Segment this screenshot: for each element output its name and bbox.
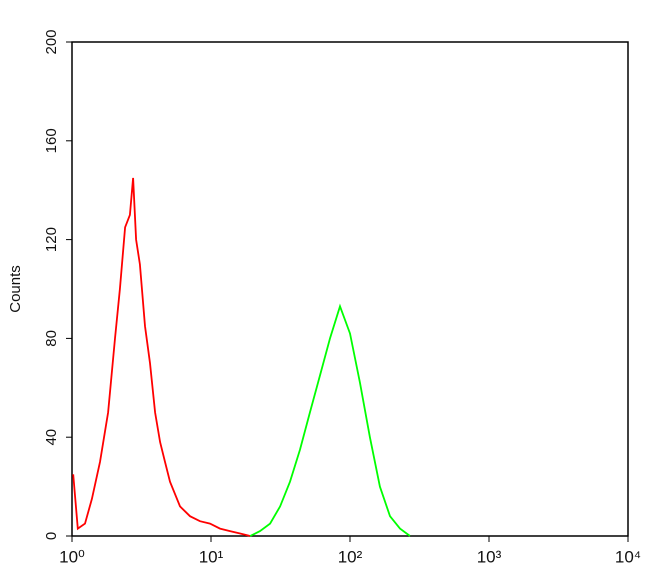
y-tick-label: 160 [43,128,60,153]
y-tick-label: 0 [43,532,60,540]
x-tick-label: 10³ [477,547,502,566]
x-tick-label: 10⁰ [59,547,85,566]
x-tick-label: 10⁴ [615,547,641,566]
histogram-line [72,177,251,537]
y-tick-label: 120 [43,227,60,252]
x-tick-label: 10² [338,547,363,566]
x-tick-label: 10¹ [199,547,224,566]
plot-frame [71,41,629,537]
y-tick-label: 200 [43,29,60,54]
y-axis-label: Counts [7,265,24,313]
y-tick-label: 40 [43,429,60,446]
histogram-line [249,303,411,537]
y-tick-label: 80 [43,330,60,347]
